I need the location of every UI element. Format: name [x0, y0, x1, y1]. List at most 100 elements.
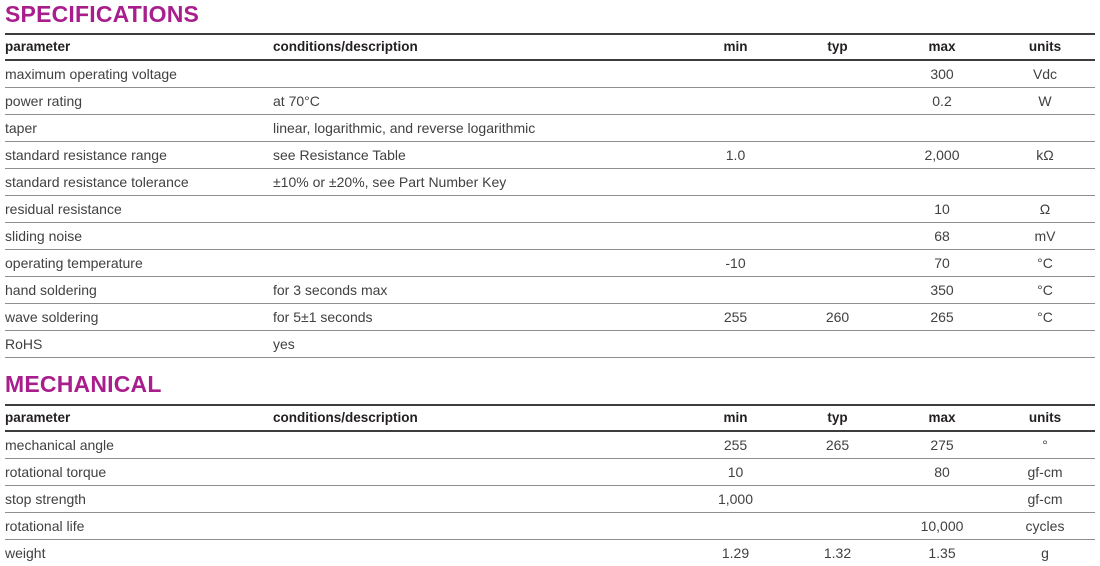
cell-conditions-description	[273, 512, 685, 540]
cell-conditions-description: see Resistance Table	[273, 141, 685, 170]
table-row: mechanical angle 255 265 275 °	[5, 430, 1095, 459]
cell-typ	[786, 249, 889, 278]
cell-max: 0.2	[889, 87, 995, 116]
cell-max: 2,000	[889, 141, 995, 170]
cell-max: 275	[889, 430, 995, 459]
cell-min	[685, 168, 786, 197]
cell-typ	[786, 330, 889, 359]
table-row: weight 1.29 1.32 1.35 g	[5, 539, 1095, 566]
cell-parameter: standard resistance tolerance	[5, 168, 273, 197]
table-row: standard resistance range see Resistance …	[5, 141, 1095, 170]
cell-typ	[786, 141, 889, 170]
table-row: stop strength 1,000 gf-cm	[5, 485, 1095, 513]
cell-conditions-description: for 3 seconds max	[273, 276, 685, 305]
section-specifications: SPECIFICATIONS parameter conditions/descr…	[5, 1, 1095, 359]
cell-units: gf-cm	[995, 485, 1095, 513]
cell-max: 80	[889, 458, 995, 486]
column-header-parameter: parameter	[5, 34, 273, 62]
cell-min	[685, 512, 786, 540]
table-row: wave soldering for 5±1 seconds 255 260 265 °C	[5, 303, 1095, 332]
cell-parameter: residual resistance	[5, 195, 273, 224]
cell-units: °C	[995, 303, 1095, 332]
cell-typ	[786, 222, 889, 251]
cell-min	[685, 87, 786, 116]
column-header-min: min	[685, 34, 786, 62]
cell-max: 10,000	[889, 512, 995, 540]
cell-conditions-description	[273, 458, 685, 486]
cell-parameter: power rating	[5, 87, 273, 116]
cell-min: -10	[685, 249, 786, 278]
cell-conditions-description	[273, 195, 685, 224]
specifications-table-body: maximum operating voltage 300 Vdc power rat…	[5, 60, 1095, 359]
mechanical-table-body: mechanical angle 255 265 275 ° rotational tor…	[5, 430, 1095, 566]
cell-conditions-description: for 5±1 seconds	[273, 303, 685, 332]
cell-max	[889, 168, 995, 197]
cell-min: 1.29	[685, 539, 786, 566]
cell-units: cycles	[995, 512, 1095, 540]
table-row: residual resistance 10 Ω	[5, 195, 1095, 224]
table-row: rotational life 10,000 cycles	[5, 512, 1095, 540]
column-header-max: max	[889, 404, 995, 432]
cell-min	[685, 114, 786, 143]
cell-conditions-description	[273, 430, 685, 459]
table-row: hand soldering for 3 seconds max 350 °C	[5, 276, 1095, 305]
cell-parameter: weight	[5, 539, 273, 566]
cell-typ	[786, 458, 889, 486]
cell-parameter: wave soldering	[5, 303, 273, 332]
cell-min	[685, 60, 786, 89]
column-header-parameter: parameter	[5, 404, 273, 432]
cell-parameter: sliding noise	[5, 222, 273, 251]
cell-units: kΩ	[995, 141, 1095, 170]
cell-conditions-description	[273, 539, 685, 566]
cell-typ	[786, 87, 889, 116]
cell-parameter: hand soldering	[5, 276, 273, 305]
cell-conditions-description	[273, 485, 685, 513]
cell-typ	[786, 60, 889, 89]
cell-units: Ω	[995, 195, 1095, 224]
table-row: operating temperature -10 70 °C	[5, 249, 1095, 278]
cell-max	[889, 330, 995, 359]
cell-conditions-description: ±10% or ±20%, see Part Number Key	[273, 168, 685, 197]
cell-min	[685, 195, 786, 224]
cell-parameter: maximum operating voltage	[5, 60, 273, 89]
cell-conditions-description: linear, logarithmic, and reverse logarit…	[273, 114, 685, 143]
cell-typ	[786, 168, 889, 197]
cell-parameter: rotational life	[5, 512, 273, 540]
cell-min: 255	[685, 303, 786, 332]
cell-typ: 260	[786, 303, 889, 332]
table-row: power rating at 70°C 0.2 W	[5, 87, 1095, 116]
cell-units: °C	[995, 249, 1095, 278]
cell-typ: 1.32	[786, 539, 889, 566]
table-row: rotational torque 10 80 gf-cm	[5, 458, 1095, 486]
cell-conditions-description	[273, 222, 685, 251]
column-header-typ: typ	[786, 404, 889, 432]
cell-typ	[786, 485, 889, 513]
cell-units: gf-cm	[995, 458, 1095, 486]
cell-min	[685, 222, 786, 251]
cell-max: 10	[889, 195, 995, 224]
cell-parameter: taper	[5, 114, 273, 143]
cell-max	[889, 485, 995, 513]
cell-parameter: standard resistance range	[5, 141, 273, 170]
cell-min: 1.0	[685, 141, 786, 170]
table-row: taper linear, logarithmic, and reverse lo…	[5, 114, 1095, 143]
cell-max: 68	[889, 222, 995, 251]
cell-typ	[786, 512, 889, 540]
cell-max: 300	[889, 60, 995, 89]
cell-typ	[786, 114, 889, 143]
cell-min: 255	[685, 430, 786, 459]
cell-parameter: stop strength	[5, 485, 273, 513]
cell-units: °	[995, 430, 1095, 459]
cell-typ	[786, 276, 889, 305]
specifications-title: SPECIFICATIONS	[5, 1, 200, 27]
column-header-typ: typ	[786, 34, 889, 62]
cell-units: mV	[995, 222, 1095, 251]
cell-parameter: operating temperature	[5, 249, 273, 278]
cell-typ	[786, 195, 889, 224]
cell-parameter: RoHS	[5, 330, 273, 359]
column-header-conditions-description: conditions/description	[273, 34, 685, 62]
cell-parameter: mechanical angle	[5, 430, 273, 459]
cell-units	[995, 330, 1095, 359]
column-header-max: max	[889, 34, 995, 62]
